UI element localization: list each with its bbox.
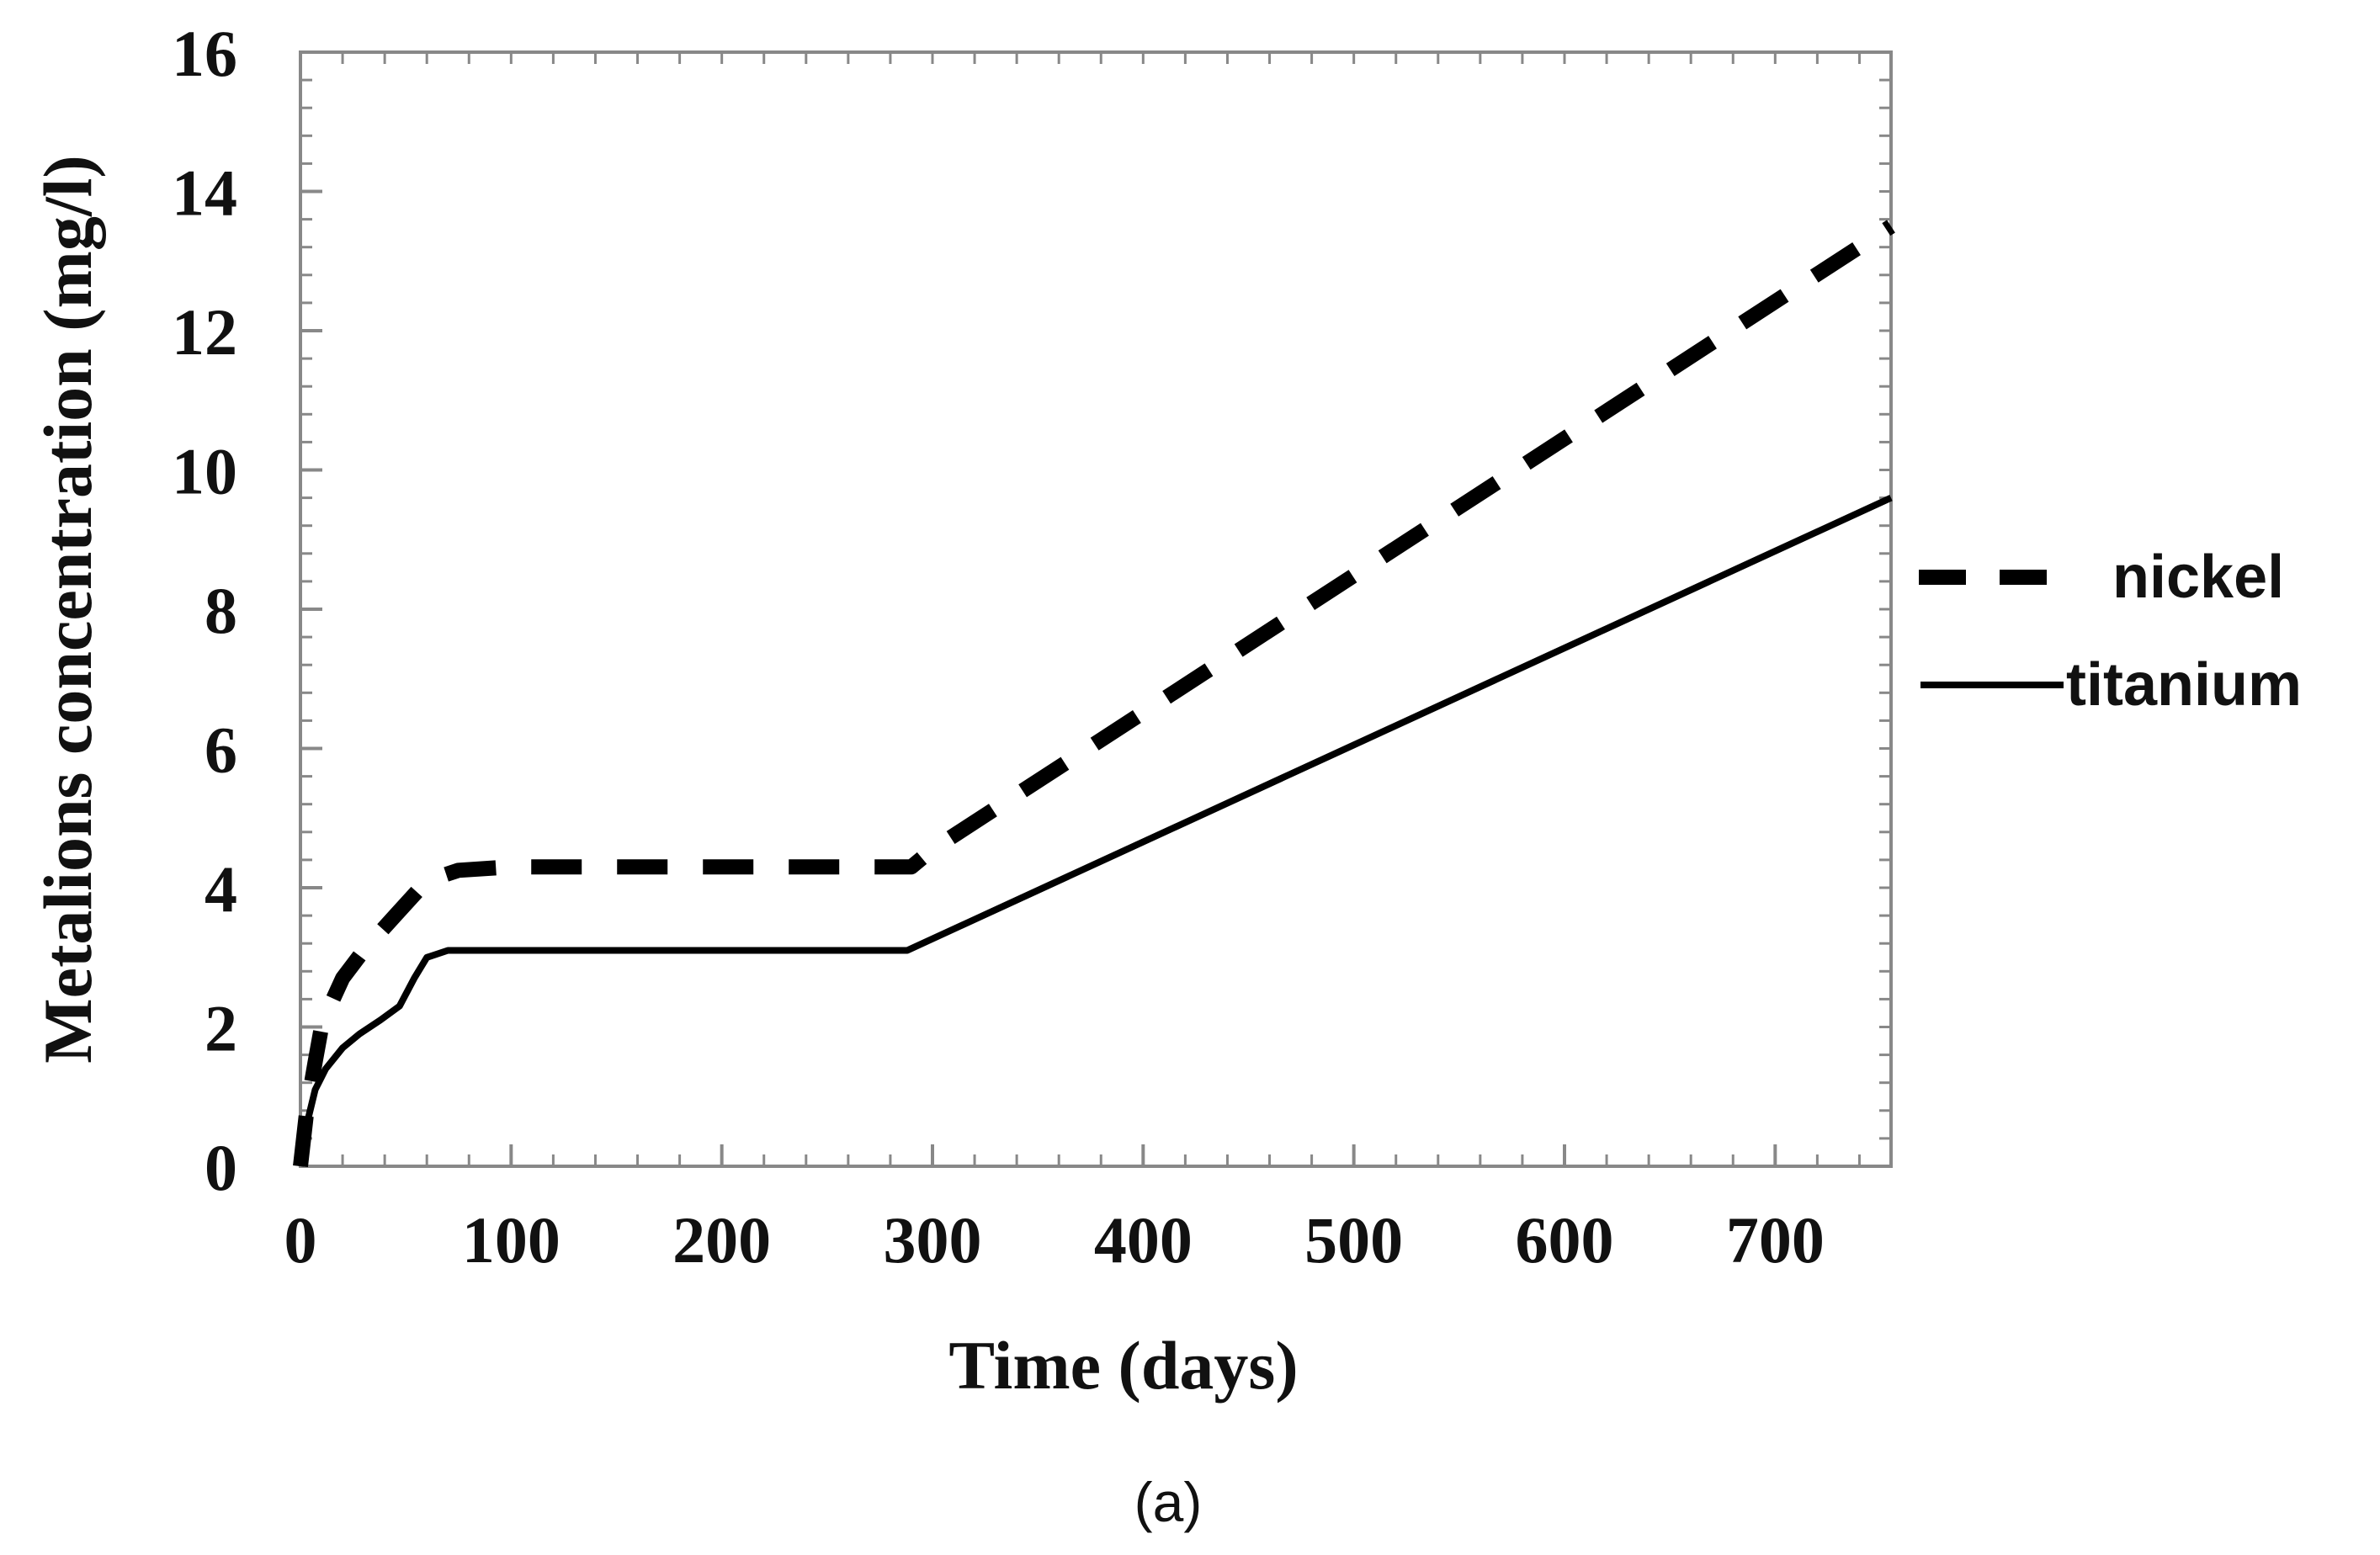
x-tick-label: 200: [672, 1203, 771, 1276]
legend-label-nickel: nickel: [2112, 544, 2284, 611]
x-tick-label: 400: [1094, 1203, 1193, 1276]
y-tick-label: 10: [172, 435, 237, 508]
x-tick-label: 600: [1515, 1203, 1613, 1276]
y-tick-label: 0: [205, 1131, 237, 1204]
y-tick-label: 12: [172, 295, 237, 369]
x-tick-label: 500: [1304, 1203, 1403, 1276]
series-line-titanium: [297, 494, 1893, 1167]
plot-area: [299, 50, 1893, 1168]
x-tick-label: 100: [462, 1203, 560, 1276]
figure-caption: (a): [1134, 1471, 1203, 1533]
y-tick-label: 14: [172, 157, 237, 230]
x-tick-label: 300: [883, 1203, 981, 1276]
legend: nickel titanium: [1919, 544, 2302, 719]
x-axis-title: Time (days): [948, 1327, 1298, 1404]
y-tick-label: 8: [205, 574, 237, 647]
y-axis-title: Metalions concentration (mg/l): [29, 155, 106, 1063]
y-tick-label: 4: [205, 852, 237, 926]
legend-label-titanium: titanium: [2066, 651, 2302, 719]
y-axis-ticks: 0 2 4 6 8 10 12 14 16: [172, 17, 322, 1204]
x-tick-label: 0: [284, 1203, 317, 1276]
y-tick-label: 2: [205, 992, 237, 1065]
series-layer: [293, 220, 1895, 1168]
x-tick-label: 700: [1726, 1203, 1825, 1276]
y-tick-label: 16: [172, 17, 237, 90]
series-line-nickel: [293, 220, 1895, 1168]
x-axis-ticks: 0 100 200 300 400 500 600 700: [284, 1144, 1825, 1276]
y-tick-label: 6: [205, 714, 237, 787]
